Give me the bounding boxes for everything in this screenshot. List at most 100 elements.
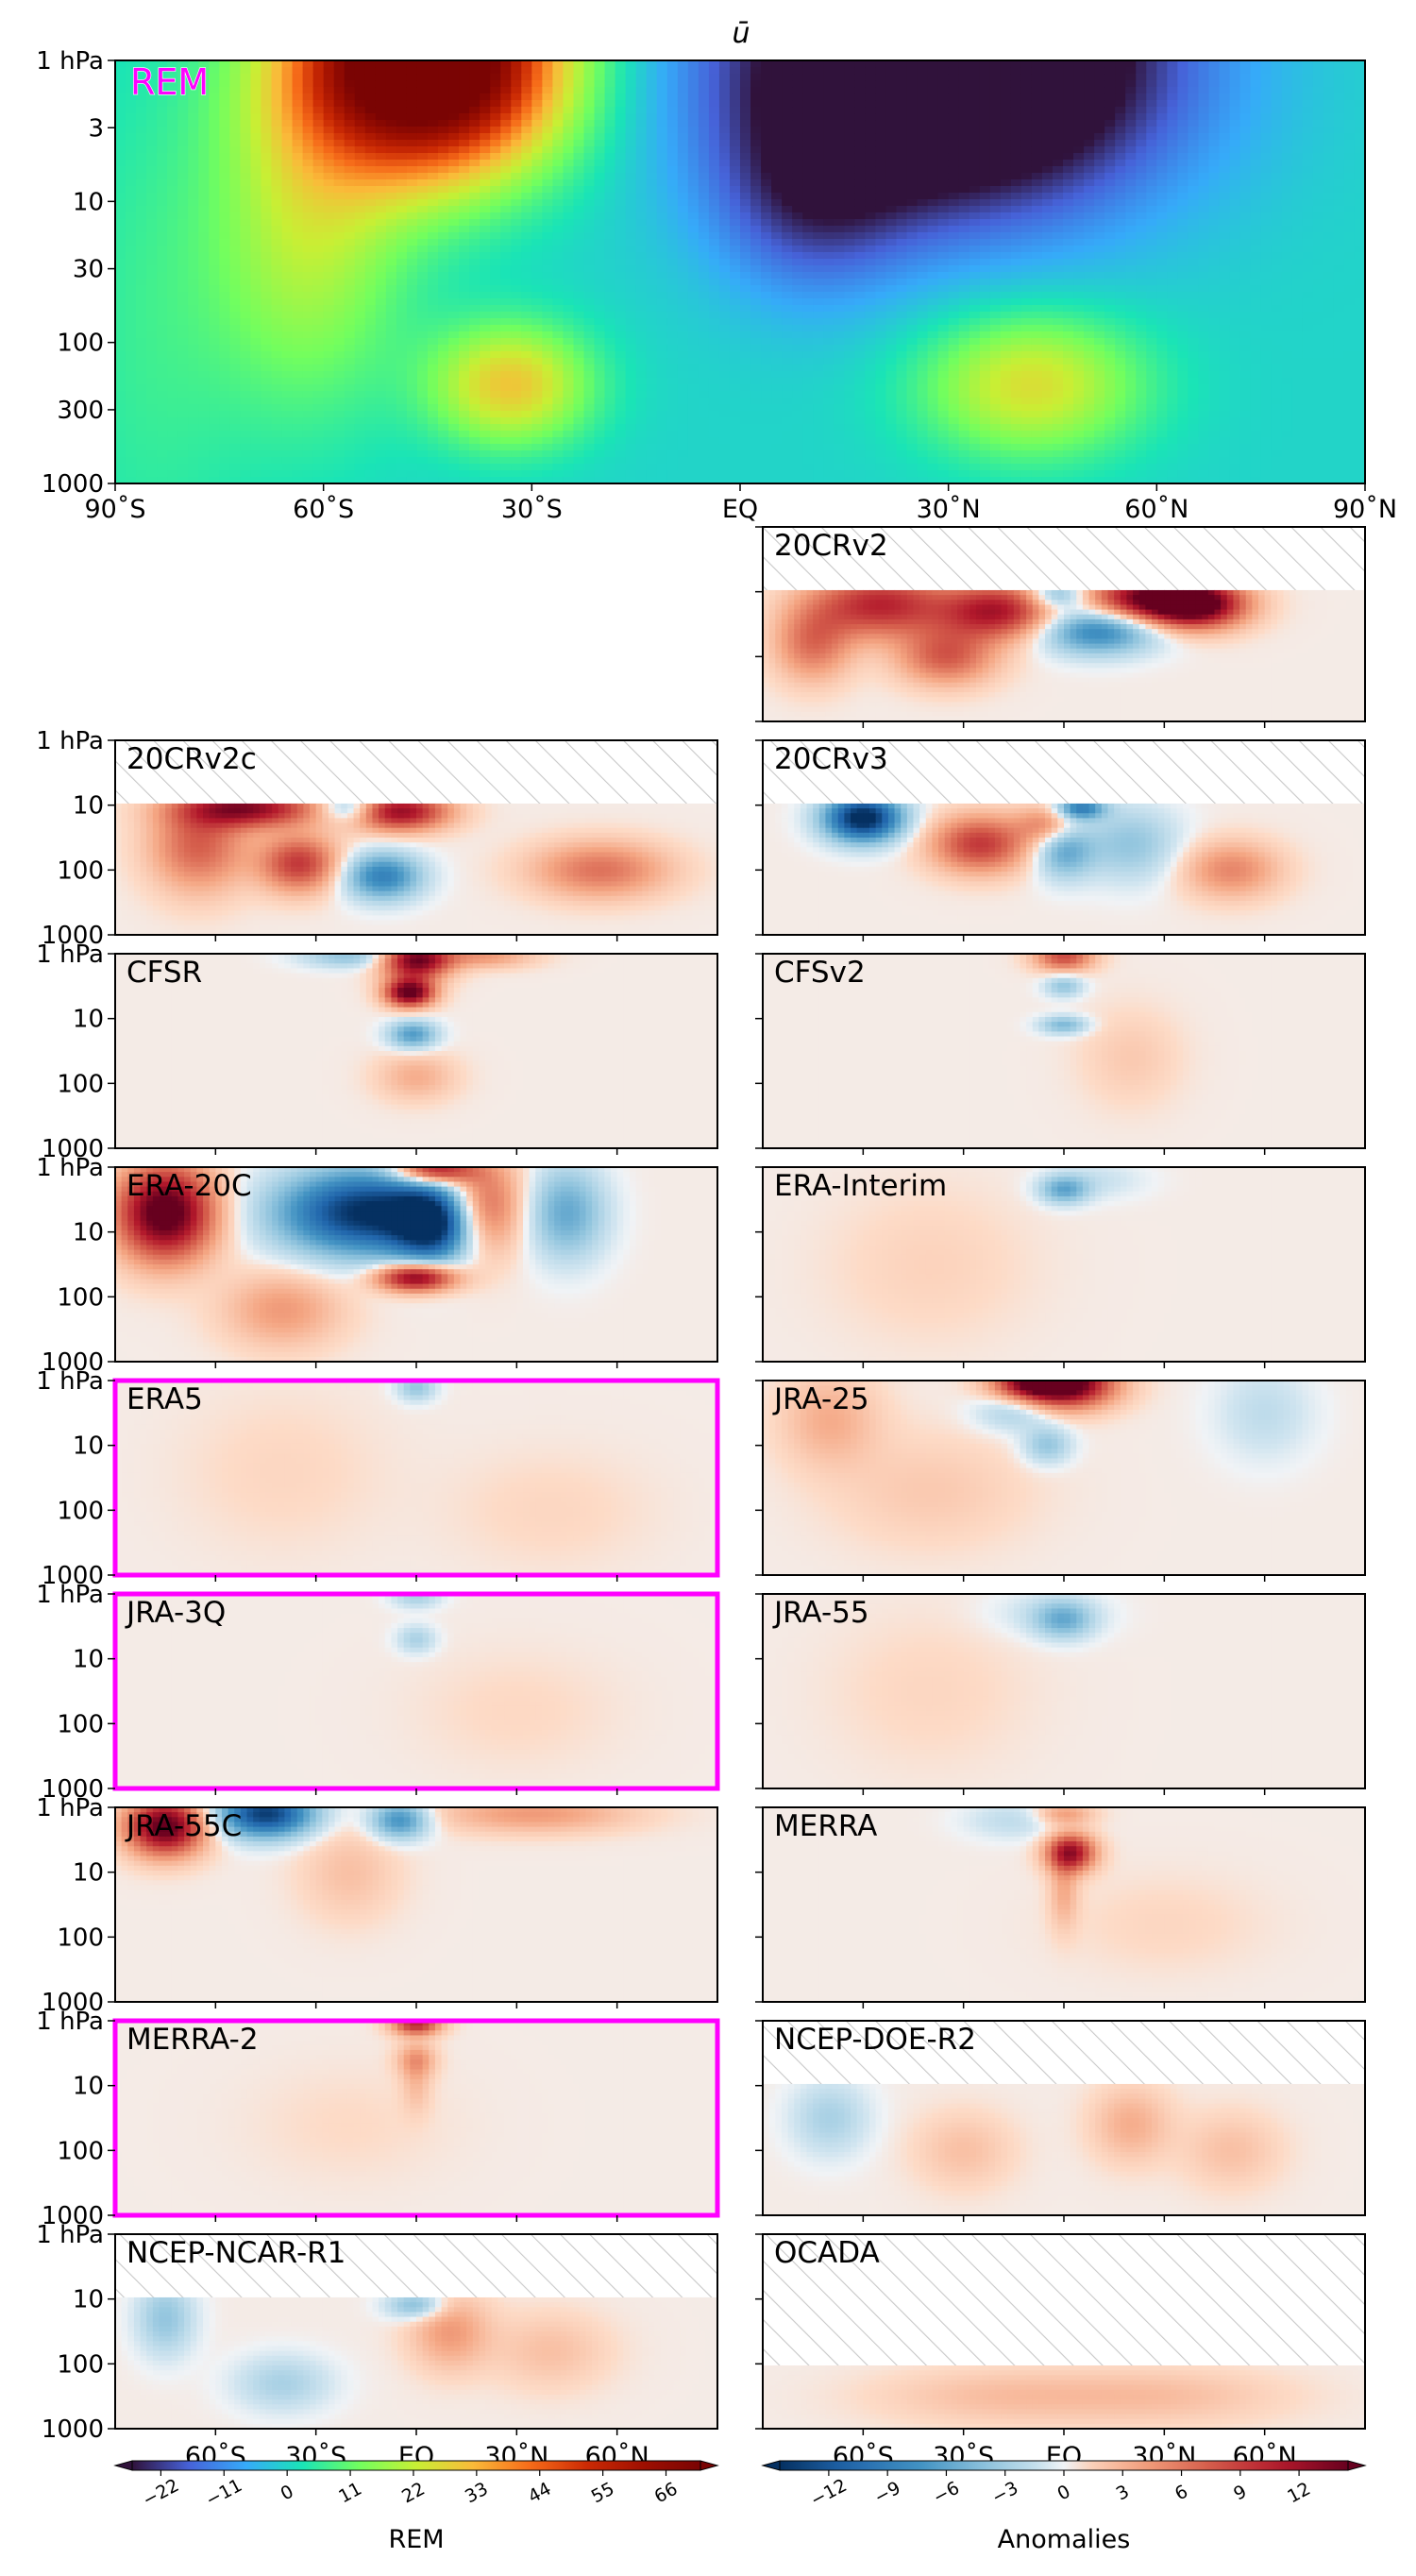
rem-ytick-label: 1 hPa [36, 47, 104, 76]
panel-label: ERA-20C [126, 1169, 252, 1203]
colorbar-tick-label: 55 [588, 2479, 618, 2508]
colorbar-tick-label: −12 [807, 2475, 851, 2511]
rem-panel-label: REM [130, 61, 209, 103]
ytick-label: 10 [73, 792, 104, 821]
ytick-label: 1 hPa [36, 1794, 104, 1822]
rem-ytick-label: 3 [88, 114, 104, 143]
rem-heatmap [115, 60, 1366, 484]
anomaly-panel-jra-55: JRA-55 [755, 1594, 1366, 1795]
panel-label: 20CRv3 [774, 742, 888, 776]
rem-ytick-label: 300 [57, 397, 104, 425]
colorbar-tick-label: 44 [525, 2479, 555, 2508]
rem-xtick-label: 90˚S [85, 495, 146, 524]
rem-xtick-label: 30˚N [917, 495, 981, 524]
rem-xtick-label: 30˚S [501, 495, 563, 524]
anomaly-panel-cfsv2: CFSv2 [755, 954, 1366, 1155]
rem-ytick-label: 100 [57, 330, 104, 358]
panel-label: JRA-25 [772, 1382, 869, 1416]
ytick-label: 10 [73, 2073, 104, 2101]
colorbar-tick-label: −6 [930, 2478, 963, 2509]
colorbar-tick-label: −9 [871, 2478, 904, 2509]
panel-label: JRA-55C [125, 1809, 242, 1843]
colorbar-tick-label: 6 [1172, 2481, 1191, 2504]
anomaly-panel-era-interim: ERA-Interim [755, 1167, 1366, 1368]
anomaly-panel-ncep-ncar-r1: NCEP-NCAR-R1 1 hPa 10 100 1000 [36, 2221, 717, 2444]
colorbar-extend-min [763, 2461, 780, 2470]
panel-label: ERA-Interim [774, 1169, 947, 1203]
ytick-label: 100 [57, 1924, 104, 1952]
colorbar-tick-label: 22 [398, 2479, 429, 2508]
ytick-label: 100 [57, 856, 104, 885]
panel-label: ERA5 [126, 1382, 203, 1416]
colorbar-tick-label: 3 [1113, 2481, 1133, 2504]
rem-xtick-label: 60˚N [1124, 495, 1188, 524]
panel-label: NCEP-NCAR-R1 [126, 2236, 346, 2270]
ytick-label: 100 [57, 1283, 104, 1312]
ytick-label: 100 [57, 1710, 104, 1738]
ytick-label: 1 hPa [36, 2008, 104, 2036]
colorbar-extend-max [1348, 2461, 1365, 2470]
panel-label: CFSv2 [774, 956, 866, 990]
ytick-label: 10 [73, 1646, 104, 1674]
colorbar-tick-label: 9 [1230, 2481, 1250, 2504]
rem-xtick-label: 90˚N [1333, 495, 1397, 524]
colorbar-tick-label: 66 [651, 2479, 682, 2508]
figure-title: ū [732, 17, 750, 50]
panel-label: NCEP-DOE-R2 [774, 2023, 976, 2057]
colorbar-tick-label: 12 [1284, 2479, 1314, 2508]
panel-label: MERRA-2 [126, 2023, 259, 2057]
panel-label: 20CRv2 [774, 529, 888, 563]
ytick-label: 100 [57, 2137, 104, 2165]
panel-label: JRA-55 [772, 1596, 869, 1630]
rem-ytick-label: 10 [73, 188, 104, 216]
rem-ytick-label: 30 [73, 256, 104, 284]
panel-label: OCADA [774, 2236, 880, 2270]
ytick-label: 10 [73, 1219, 104, 1247]
colorbar-extend-max [700, 2461, 717, 2470]
colorbar-label: Anomalies [998, 2525, 1131, 2554]
anomaly-panel-jra-25: JRA-25 [755, 1381, 1366, 1582]
colorbar-bar [780, 2461, 1348, 2470]
colorbar-label: REM [388, 2525, 444, 2554]
anomaly-panel-20crv3: 20CRv3 [755, 740, 1366, 941]
colorbar-tick-label: 33 [462, 2479, 492, 2508]
colorbar-tick-label: −11 [202, 2475, 245, 2511]
colorbar-tick-label: 11 [335, 2479, 365, 2508]
ytick-label: 10 [73, 1859, 104, 1888]
ytick-label: 1 hPa [36, 2221, 104, 2249]
ytick-label: 100 [57, 1070, 104, 1098]
colorbar-tick-label: −3 [988, 2478, 1021, 2509]
rem-xtick-label: 60˚S [293, 495, 354, 524]
colorbar-anomalies: −12 −9 −6 −3 0 3 6 9 12 Anomalies [763, 2461, 1365, 2554]
anomaly-panel-merra: MERRA [755, 1807, 1366, 2008]
panel-label: CFSR [126, 956, 202, 990]
ytick-label: 1 hPa [36, 1367, 104, 1396]
ytick-label: 1 hPa [36, 1154, 104, 1182]
anomaly-panel-ocada: OCADA [755, 2234, 1366, 2435]
ytick-label: 100 [57, 2350, 104, 2379]
colorbar-tick-label: 0 [278, 2481, 297, 2504]
colorbar-tick-label: −22 [140, 2475, 183, 2511]
ytick-label: 1000 [42, 2415, 104, 2444]
anomaly-panel-20crv2: 20CRv2 [755, 527, 1366, 728]
panel-label: 20CRv2c [126, 742, 257, 776]
ytick-label: 10 [73, 1432, 104, 1461]
ytick-label: 1 hPa [36, 1581, 104, 1609]
anomaly-panel-ncep-doe-r2: NCEP-DOE-R2 [755, 2021, 1366, 2222]
colorbar-rem: −22 −11 0 11 22 33 44 55 66 REM [115, 2461, 717, 2554]
colorbar-tick-label: 0 [1054, 2481, 1073, 2504]
ytick-label: 10 [73, 2286, 104, 2314]
colorbar-bar [132, 2461, 700, 2470]
ytick-label: 1 hPa [36, 941, 104, 969]
rem-xtick-label: EQ [722, 495, 758, 524]
colorbar-extend-min [115, 2461, 132, 2470]
